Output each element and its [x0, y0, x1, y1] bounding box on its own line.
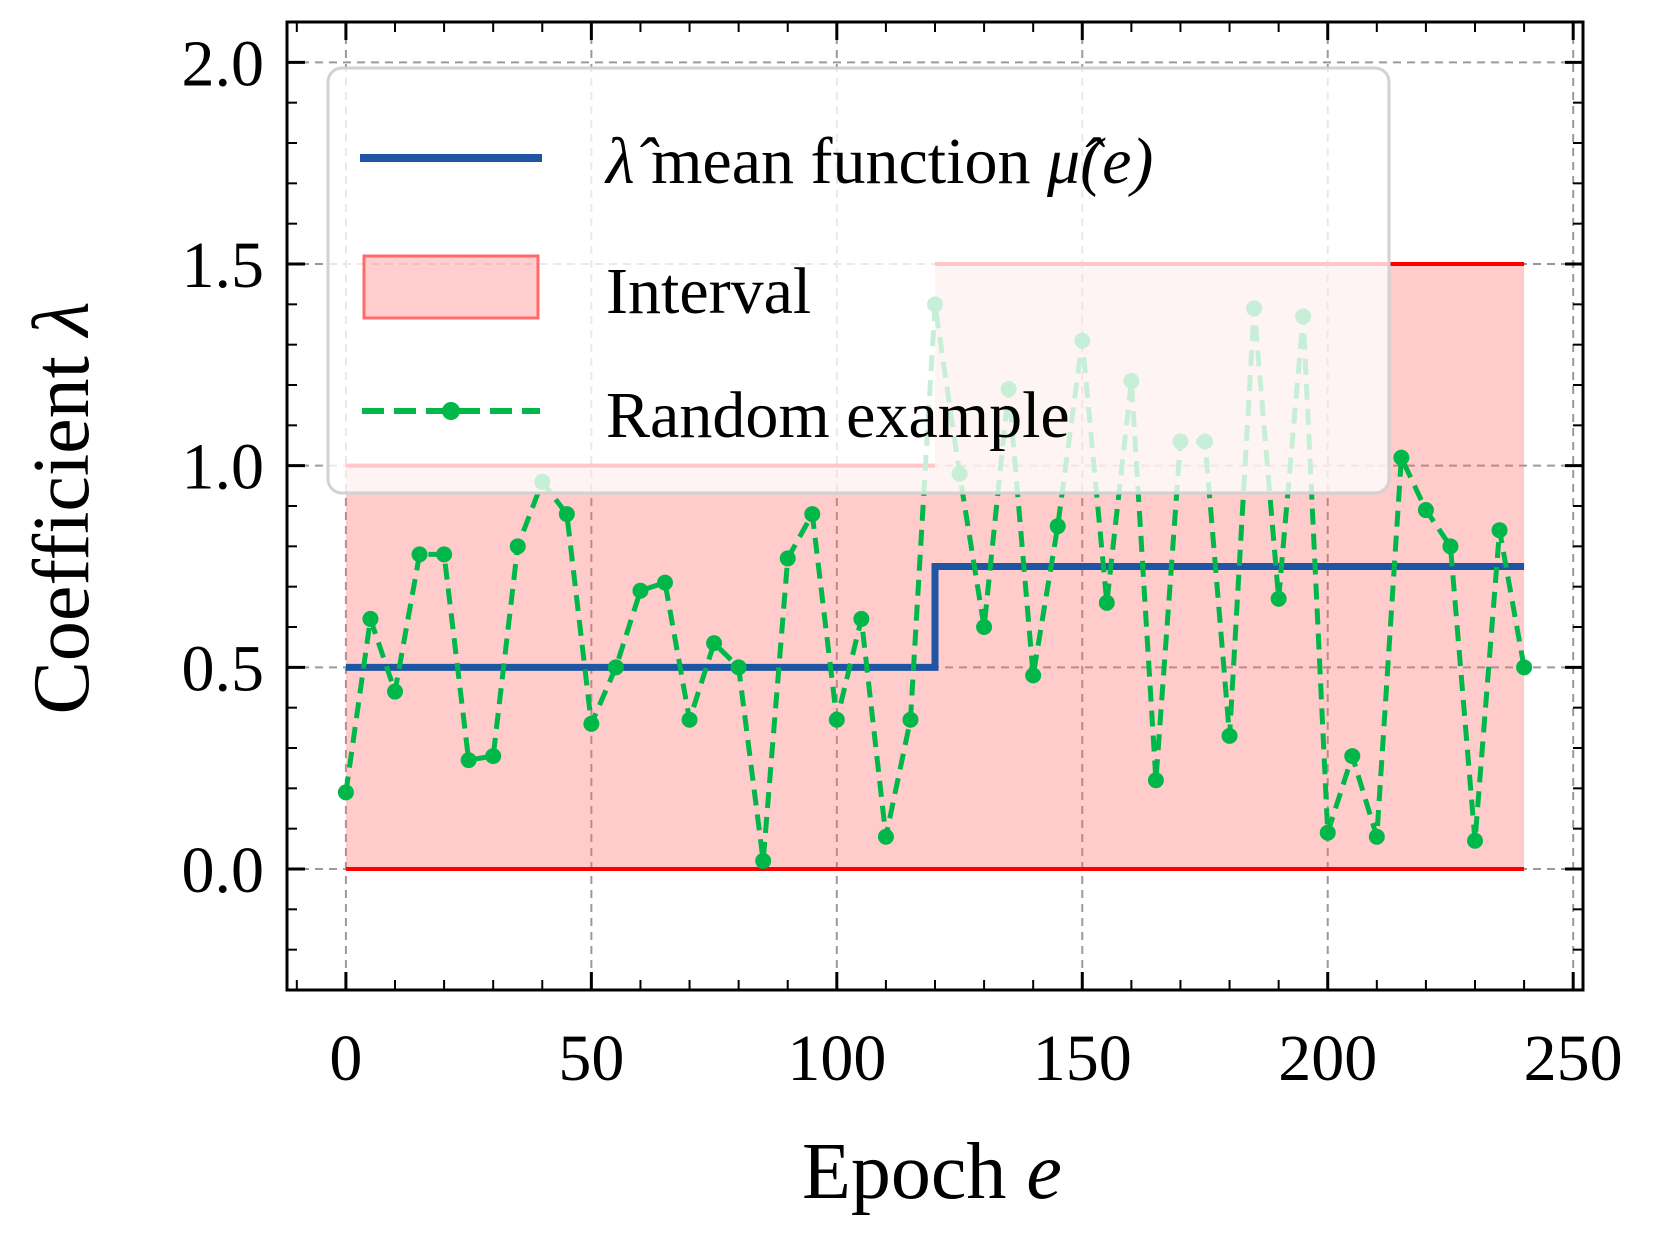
- random-point-31: [1098, 594, 1115, 611]
- random-point-13: [657, 574, 673, 591]
- mean-step-line: [345, 563, 1525, 671]
- tick-marks: [287, 21, 1583, 991]
- legend-mean-function: μ̂(e): [1046, 125, 1153, 198]
- x-tick-label-5: 250: [1524, 1022, 1623, 1095]
- random-point-22: [877, 828, 894, 845]
- y-tick-label-1: 0.5: [182, 632, 265, 705]
- legend-interval-swatch: [362, 254, 540, 320]
- x-tick-label-2: 100: [787, 1022, 886, 1095]
- legend-box: [326, 66, 1391, 495]
- mean-series: [345, 563, 1525, 671]
- x-tick-label-0: 0: [329, 1022, 362, 1095]
- random-point-48: [1516, 659, 1533, 676]
- random-point-38: [1270, 590, 1287, 607]
- legend-mean-text: mean function: [651, 125, 1030, 198]
- random-point-1: [362, 610, 379, 627]
- random-point-15: [706, 635, 723, 652]
- random-point-12: [632, 582, 649, 599]
- legend-random-label: Random example: [606, 379, 1070, 452]
- random-point-10: [583, 715, 600, 732]
- x-tick-label-4: 200: [1278, 1022, 1377, 1095]
- y-tick-label-0: 0.0: [182, 834, 265, 907]
- random-point-6: [485, 748, 502, 765]
- tick-labels: 0 50 100 150 200 250 0.0 0.5 1.0 1.5 2.0: [182, 27, 1623, 1095]
- legend-interval-label: Interval: [606, 255, 811, 328]
- random-point-4: [436, 546, 453, 563]
- random-point-16: [730, 659, 747, 676]
- random-point-29: [1049, 518, 1066, 535]
- legend-random-marker: [442, 402, 460, 420]
- random-point-23: [902, 711, 919, 728]
- x-tick-label-1: 50: [558, 1022, 624, 1095]
- random-point-46: [1467, 832, 1483, 849]
- random-point-17: [755, 852, 772, 869]
- x-axis-title-text: Epoch: [802, 1128, 1006, 1216]
- random-point-3: [411, 546, 428, 563]
- random-point-5: [460, 752, 477, 769]
- random-point-9: [558, 506, 575, 523]
- y-axis-title-text: Coefficient: [18, 356, 106, 714]
- random-point-42: [1368, 828, 1385, 845]
- legend: λ̂ mean function μ̂(e) Interval Random e…: [326, 66, 1391, 495]
- legend-mean-label: λ̂ mean function μ̂(e): [604, 125, 1153, 198]
- random-point-47: [1491, 522, 1508, 539]
- random-point-28: [1025, 667, 1042, 684]
- random-point-21: [853, 610, 870, 627]
- random-point-20: [828, 711, 845, 728]
- y-tick-label-4: 2.0: [182, 27, 265, 100]
- random-point-33: [1147, 772, 1164, 789]
- x-axis-variable: e: [1026, 1128, 1062, 1216]
- y-tick-label-2: 1.0: [182, 431, 265, 504]
- random-point-19: [804, 506, 821, 523]
- random-point-7: [509, 538, 526, 555]
- random-point-41: [1344, 748, 1361, 765]
- random-point-26: [976, 619, 993, 635]
- y-axis-variable: λ: [18, 301, 106, 338]
- x-axis-title: Epoch e: [802, 1128, 1062, 1216]
- random-point-0: [337, 784, 354, 801]
- y-axis-title: Coefficient λ: [18, 301, 106, 714]
- random-point-43: [1393, 449, 1410, 466]
- random-point-18: [779, 550, 796, 567]
- x-tick-label-3: 150: [1033, 1022, 1132, 1095]
- random-point-2: [387, 683, 403, 700]
- random-point-36: [1221, 727, 1238, 744]
- random-point-40: [1319, 824, 1336, 841]
- random-point-11: [607, 659, 624, 676]
- random-point-45: [1442, 538, 1459, 555]
- random-point-14: [681, 711, 698, 728]
- random-point-44: [1417, 502, 1434, 519]
- y-tick-label-3: 1.5: [182, 229, 265, 302]
